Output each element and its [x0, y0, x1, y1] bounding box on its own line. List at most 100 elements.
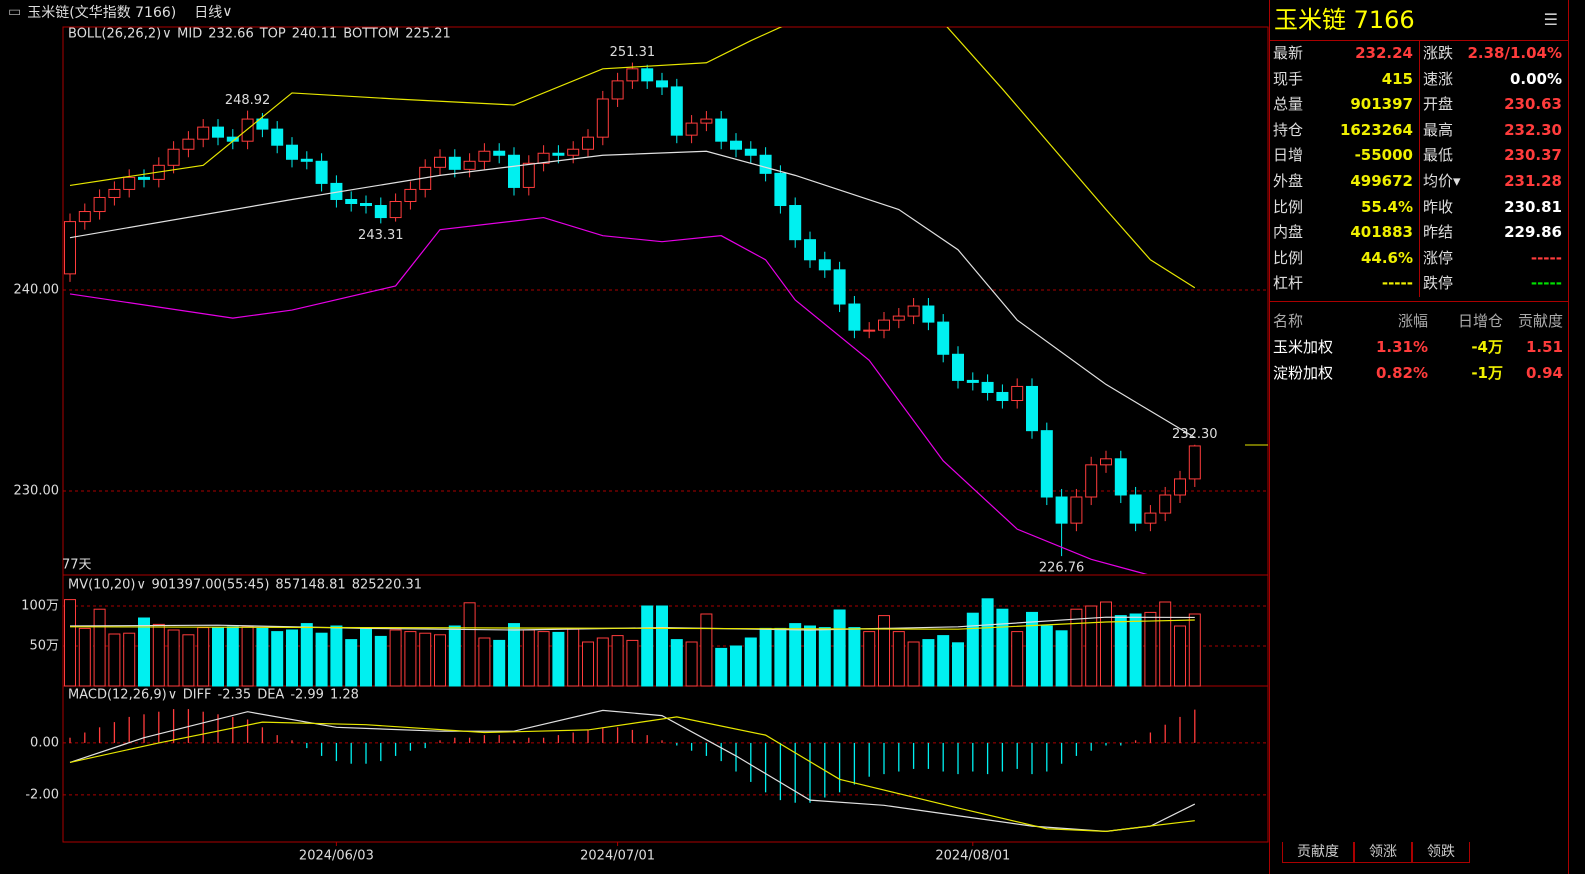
- candle-body: [892, 315, 905, 321]
- volume-bar: [567, 628, 580, 687]
- volume-bar: [848, 627, 861, 687]
- chart-frame: [62, 26, 1269, 843]
- legend-value: -2.99: [290, 688, 324, 703]
- candle-body: [286, 144, 298, 160]
- candle-body: [907, 305, 920, 317]
- candle-body: [374, 205, 387, 219]
- x-tick-label: 2024/08/01: [935, 849, 1010, 864]
- volume-bar: [996, 608, 1009, 687]
- volume-bar: [1026, 611, 1038, 687]
- volume-bar: [641, 605, 654, 687]
- volume-bar: [1100, 601, 1112, 687]
- contribution-row[interactable]: 玉米加权 1.31% -4万 1.51: [1270, 334, 1568, 360]
- window-title: 玉米链(文华指数 7166): [27, 5, 177, 21]
- quote-value: 230.81: [1504, 197, 1562, 216]
- volume-bar: [759, 627, 772, 687]
- candle-body: [493, 150, 506, 156]
- extreme-label: 226.76: [1039, 561, 1085, 576]
- quote-value: -55000: [1354, 146, 1413, 165]
- volume-bar: [789, 623, 802, 687]
- volume-bar: [478, 637, 491, 687]
- indicator-name[interactable]: BOLL(26,26,2): [68, 27, 161, 42]
- volume-bar: [404, 631, 417, 687]
- menu-icon[interactable]: ☰: [1543, 10, 1558, 29]
- period-arrow[interactable]: ∨: [222, 4, 233, 20]
- header-cell: 名称: [1273, 311, 1304, 330]
- candle-body: [389, 200, 402, 219]
- tab[interactable]: 贡献度: [1282, 842, 1354, 863]
- quote-label: 涨停: [1423, 248, 1454, 267]
- candle-body: [789, 205, 802, 241]
- quote-cell: 内盘 401883: [1270, 220, 1419, 246]
- contribution-cell: 0.82%: [1375, 363, 1428, 382]
- candle-body: [212, 126, 224, 138]
- volume-bar: [1174, 625, 1186, 687]
- legend-name: BOTTOM: [343, 27, 399, 42]
- quote-cell: 比例 55.4%: [1270, 195, 1419, 221]
- candle-body: [1026, 385, 1038, 432]
- candle-body: [656, 80, 668, 88]
- candle-body: [478, 150, 491, 162]
- quote-cell: 涨停 -----: [1419, 245, 1568, 272]
- candle-body: [300, 158, 313, 162]
- quote-row: 杠杆 ----- 跌停 -----: [1270, 271, 1568, 297]
- quote-label: 内盘: [1273, 223, 1304, 242]
- volume-bar: [730, 645, 742, 687]
- candle-body: [1114, 458, 1127, 496]
- indicator-name[interactable]: MV(10,20): [68, 578, 135, 593]
- indicator-line: [69, 27, 1196, 289]
- candle-body: [93, 196, 106, 213]
- volume-bar: [286, 629, 298, 687]
- volume-bar: [419, 632, 432, 687]
- volume-bar: [78, 627, 91, 687]
- quote-value: 229.86: [1504, 223, 1562, 242]
- volume-bar: [907, 641, 920, 687]
- volume-bar: [463, 602, 476, 687]
- quote-row: 最新 232.24 涨跌 2.38/1.04%: [1270, 41, 1568, 67]
- volume-bar: [1085, 605, 1098, 687]
- quote-label: 昨收: [1423, 197, 1454, 216]
- quote-label: 涨跌: [1423, 44, 1454, 62]
- x-tick-label: 2024/07/01: [580, 849, 655, 864]
- tab[interactable]: 领跌: [1412, 842, 1470, 863]
- volume-bar: [1129, 613, 1142, 687]
- quote-value: -----: [1530, 274, 1562, 293]
- volume-bar: [330, 625, 343, 687]
- quote-row: 外盘 499672 均价▾ 231.28: [1270, 168, 1568, 195]
- volume-bar: [892, 631, 905, 687]
- candle-body: [508, 154, 520, 188]
- contribution-cell: -4万: [1471, 337, 1503, 356]
- contribution-row[interactable]: 淀粉加权 0.82% -1万 0.94: [1270, 360, 1568, 386]
- contribution-table: 名称 涨幅 日增仓 贡献度 玉米加权 1.31% -4万 1.51 淀粉加权 0.82% -1万 0.…: [1270, 308, 1568, 386]
- candle-body: [596, 98, 609, 138]
- quote-cell: 持仓 1623264: [1270, 118, 1419, 144]
- candle-body: [922, 305, 935, 323]
- quote-cell: 昨结 229.86: [1419, 220, 1568, 246]
- volume-bar: [374, 635, 387, 687]
- quote-cell: 均价▾ 231.28: [1419, 168, 1568, 195]
- quote-label: 跌停: [1423, 274, 1454, 293]
- candle-body: [804, 239, 816, 261]
- candle-body: [1070, 496, 1083, 524]
- volume-bar: [922, 639, 935, 687]
- extreme-label: 251.31: [610, 45, 656, 60]
- indicator-line: [69, 616, 1195, 631]
- candle-body: [1055, 496, 1068, 524]
- quote-label: 昨结: [1423, 223, 1454, 242]
- tab[interactable]: 领涨: [1354, 842, 1412, 863]
- candle-body: [522, 162, 535, 188]
- volume-bar: [537, 631, 550, 687]
- candle-body: [241, 118, 254, 142]
- indicator-name[interactable]: MACD(12,26,9): [68, 688, 167, 703]
- volume-bar: [300, 623, 313, 687]
- period-selector[interactable]: 日线: [194, 5, 223, 21]
- volume-bar: [197, 627, 210, 687]
- quote-table: 最新 232.24 涨跌 2.38/1.04% 现手 415 速涨 0.00% 总量 901397…: [1270, 41, 1568, 302]
- quote-cell: 比例 44.6%: [1270, 246, 1419, 272]
- volume-bar: [670, 639, 683, 687]
- candle-body: [833, 269, 846, 305]
- header-cell: 日增仓: [1457, 311, 1503, 330]
- volume-bar: [700, 613, 713, 687]
- quote-cell: 现手 415: [1270, 67, 1419, 93]
